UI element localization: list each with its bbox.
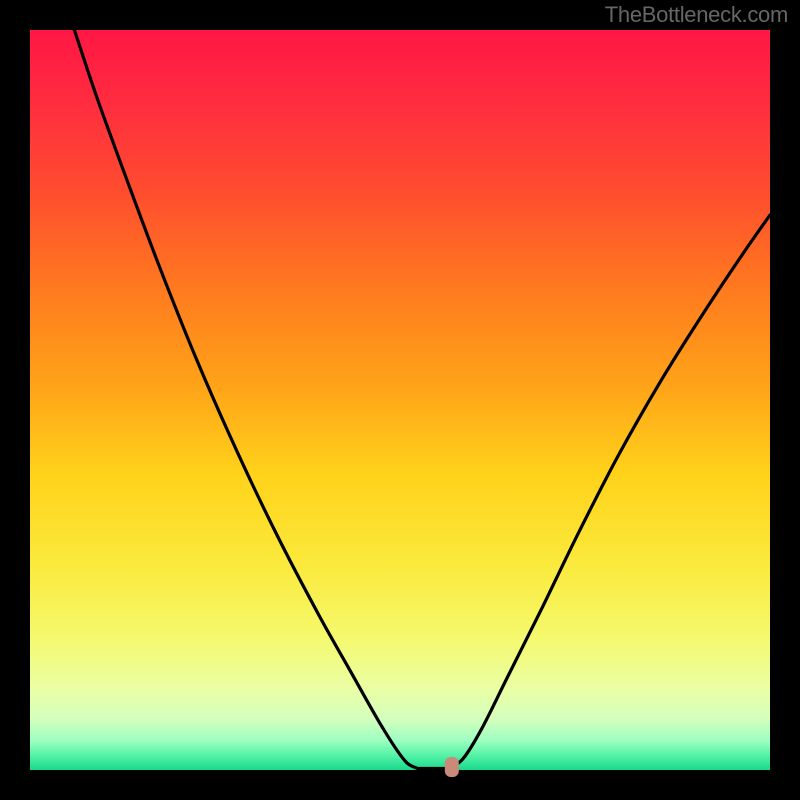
chart-container: TheBottleneck.com bbox=[0, 0, 800, 800]
plot-background bbox=[30, 30, 770, 770]
chart-svg bbox=[0, 0, 800, 800]
optimal-point-marker bbox=[445, 757, 459, 777]
watermark-text: TheBottleneck.com bbox=[605, 2, 788, 28]
